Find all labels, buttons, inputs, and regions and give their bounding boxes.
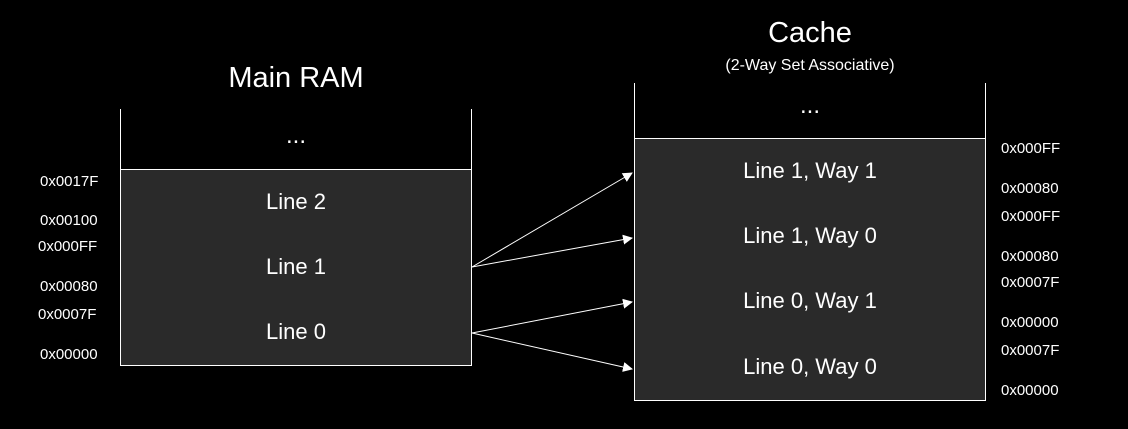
cache-line-0-way-1: Line 0, Way 1	[634, 268, 986, 335]
ram-line-0-addr-low: 0x00000	[40, 346, 98, 363]
cache-line-0-way-0: Line 0, Way 0	[634, 334, 986, 401]
main-ram-line-2-label: Line 2	[266, 189, 326, 214]
ram-line-1-addr-low: 0x00080	[40, 278, 98, 295]
ram-line-1-addr-high: 0x000FF	[38, 238, 98, 255]
cache-line-1-way-0: Line 1, Way 0	[634, 203, 986, 269]
ram-line-2-addr-low: 0x00100	[40, 212, 98, 229]
main-ram-line-0-label: Line 0	[266, 319, 326, 344]
cache-line-1-way-1: Line 1, Way 1	[634, 138, 986, 204]
arrow-line1-to-way1	[471, 172, 633, 268]
main-ram-ellipsis: ...	[285, 122, 306, 149]
ram-line-0-addr-high: 0x0007F	[38, 306, 97, 323]
cache-subtitle: (2-Way Set Associative)	[725, 57, 895, 74]
main-ram-line-1-label: Line 1	[266, 253, 326, 279]
arrow-line0-to-way0	[471, 332, 633, 372]
main-ram-line-2: Line 2	[120, 169, 472, 235]
cache-line-1-way-0-addr-high: 0x000FF	[1001, 208, 1061, 225]
cache-line-0-way-1-label: Line 0, Way 1	[743, 288, 877, 313]
cache-line-0-way-1-addr-high: 0x0007F	[1001, 274, 1060, 291]
cache-line-1-way-1-label: Line 1, Way 1	[743, 158, 877, 183]
cache-line-1-way-0-addr-low: 0x00080	[1001, 248, 1059, 265]
arrow-line1-to-way0	[471, 234, 633, 268]
main-ram-ellipsis-region	[120, 109, 472, 170]
cache-line-1-way-0-label: Line 1, Way 0	[743, 222, 877, 248]
cache-ellipsis-region	[634, 83, 986, 139]
cache-line-0-way-0-addr-low: 0x00000	[1001, 382, 1059, 399]
main-ram-title: Main RAM	[228, 62, 364, 94]
cache-line-1-way-1-addr-low: 0x00080	[1001, 180, 1059, 197]
cache-line-0-way-1-addr-low: 0x00000	[1001, 314, 1059, 331]
cache-line-1-way-1-addr-high: 0x000FF	[1001, 140, 1061, 157]
cache-ellipsis: ...	[799, 92, 820, 119]
cache-line-0-way-0-label: Line 0, Way 0	[743, 354, 877, 379]
arrow-line0-to-way1	[471, 298, 633, 334]
cache-line-0-way-0-addr-high: 0x0007F	[1001, 342, 1060, 359]
ram-line-2-addr-high: 0x0017F	[40, 173, 99, 190]
main-ram-line-0: Line 0	[120, 299, 472, 366]
main-ram-line-1: Line 1	[120, 234, 472, 300]
cache-title: Cache	[768, 17, 852, 49]
